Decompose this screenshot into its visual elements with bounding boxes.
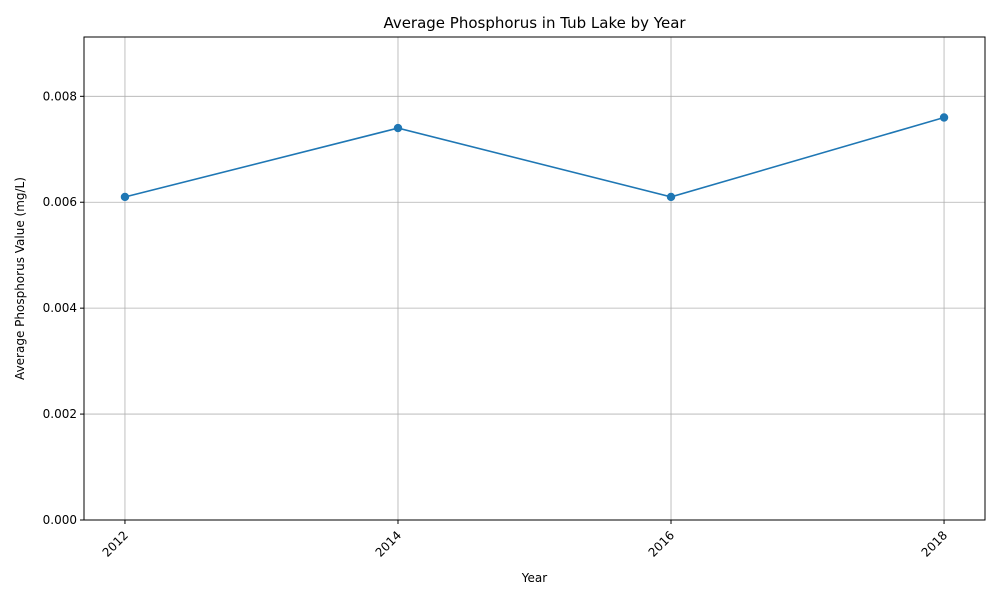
series-line: [124, 116, 945, 198]
grid: [84, 37, 985, 521]
x-tick-label: 2012: [100, 528, 131, 559]
y-axis-ticks: 0.000 0.002 0.004 0.006 0.008: [43, 89, 84, 527]
series-line-layer: [124, 116, 945, 198]
y-tick-label: 0.004: [43, 301, 77, 315]
x-tick-label: 2016: [646, 528, 677, 559]
data-point: [666, 192, 676, 202]
y-axis-label: Average Phosphorus Value (mg/L): [13, 177, 27, 380]
y-tick-label: 0.008: [43, 89, 77, 103]
x-axis-label: Year: [521, 571, 547, 585]
data-point: [393, 123, 403, 133]
chart-title: Average Phosphorus in Tub Lake by Year: [383, 14, 686, 32]
y-tick-label: 0.002: [43, 407, 77, 421]
x-axis-ticks: 2012 2014 2016 2018: [100, 520, 950, 560]
y-tick-label: 0.006: [43, 195, 77, 209]
x-tick-label: 2018: [919, 528, 950, 559]
plot-area-frame: [83, 36, 986, 521]
y-tick-label: 0.000: [43, 513, 77, 527]
data-point: [939, 113, 949, 122]
x-tick-label: 2014: [373, 528, 404, 559]
data-point: [120, 192, 130, 202]
data-points: [120, 113, 949, 202]
